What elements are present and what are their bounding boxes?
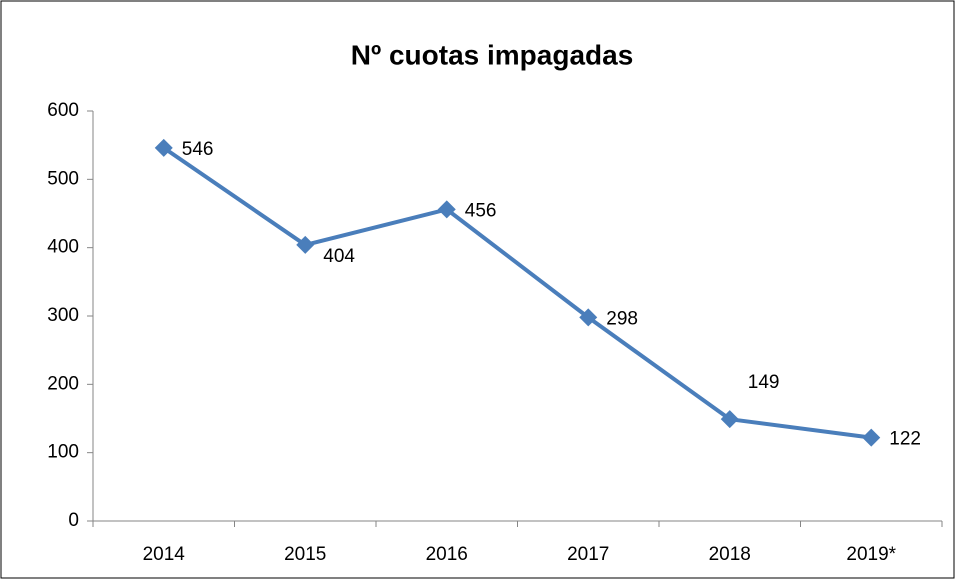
y-tick-label: 400: [47, 237, 79, 258]
x-tick-label: 2016: [426, 544, 468, 565]
data-label: 149: [748, 372, 780, 393]
x-tick-label: 2014: [143, 544, 186, 565]
x-tick-label: 2017: [567, 544, 609, 565]
data-label: 298: [606, 308, 638, 329]
y-tick-label: 0: [68, 510, 79, 531]
marker: [296, 235, 315, 254]
y-tick-label: 300: [47, 305, 79, 326]
x-tick-label: 2015: [284, 544, 326, 565]
marker: [579, 308, 598, 327]
y-tick-label: 500: [47, 168, 79, 189]
marker: [720, 410, 739, 429]
data-label: 404: [323, 246, 355, 267]
x-tick-label: 2019*: [846, 544, 896, 565]
marker: [437, 200, 456, 219]
chart-title: Nº cuotas impagadas: [351, 39, 634, 70]
y-tick-label: 200: [47, 373, 79, 394]
data-label: 456: [465, 200, 497, 221]
data-label: 122: [889, 429, 921, 450]
y-tick-label: 100: [47, 442, 79, 463]
marker: [862, 428, 881, 447]
series-line: [162, 146, 872, 440]
data-label: 546: [182, 139, 214, 160]
x-tick-label: 2018: [709, 544, 751, 565]
marker: [154, 138, 173, 157]
y-tick-label: 600: [47, 100, 79, 121]
